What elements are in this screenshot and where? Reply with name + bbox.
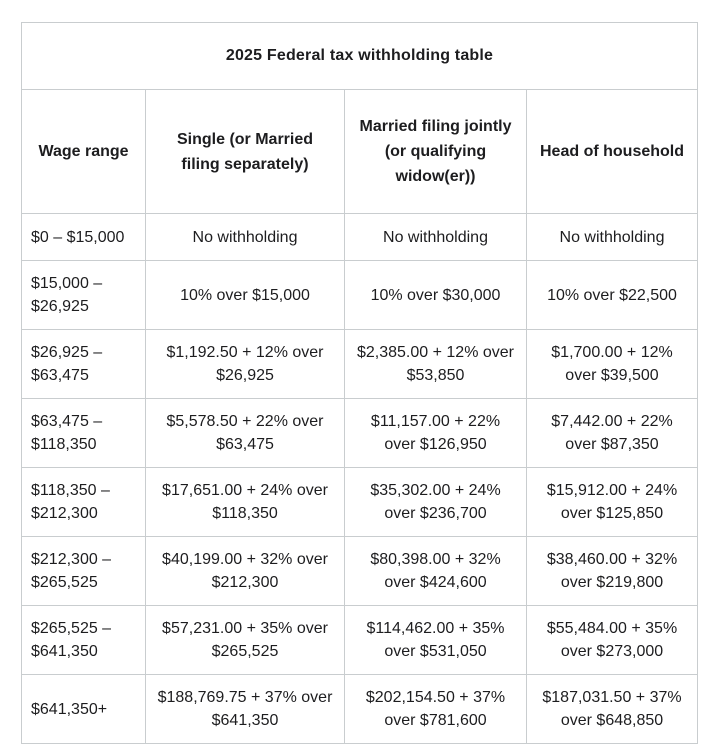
withholding-cell-head-of-household: $1,700.00 + 12% over $39,500 (526, 329, 698, 399)
withholding-cell-married-jointly: 10% over $30,000 (344, 260, 527, 330)
withholding-cell-married-jointly: $35,302.00 + 24% over $236,700 (344, 467, 527, 537)
table-row: $63,475 – $118,350 $5,578.50 + 22% over … (21, 398, 698, 468)
withholding-cell-single: 10% over $15,000 (145, 260, 345, 330)
withholding-cell-head-of-household: $7,442.00 + 22% over $87,350 (526, 398, 698, 468)
wage-range-cell: $15,000 – $26,925 (21, 260, 146, 330)
wage-range-cell: $0 – $15,000 (21, 213, 146, 261)
table-row: $265,525 – $641,350 $57,231.00 + 35% ove… (21, 605, 698, 675)
withholding-cell-married-jointly: $80,398.00 + 32% over $424,600 (344, 536, 527, 606)
table-row: $641,350+ $188,769.75 + 37% over $641,35… (21, 674, 698, 744)
wage-range-cell: $265,525 – $641,350 (21, 605, 146, 675)
header-row: Wage range Single (or Married filing sep… (21, 89, 698, 214)
withholding-cell-married-jointly: $2,385.00 + 12% over $53,850 (344, 329, 527, 399)
withholding-cell-single: $5,578.50 + 22% over $63,475 (145, 398, 345, 468)
table-row: $0 – $15,000 No withholding No withholdi… (21, 213, 698, 261)
withholding-cell-head-of-household: $15,912.00 + 24% over $125,850 (526, 467, 698, 537)
wage-range-cell: $63,475 – $118,350 (21, 398, 146, 468)
withholding-cell-single: $1,192.50 + 12% over $26,925 (145, 329, 345, 399)
table-row: $26,925 – $63,475 $1,192.50 + 12% over $… (21, 329, 698, 399)
column-header-single: Single (or Married filing separately) (145, 89, 345, 214)
withholding-cell-head-of-household: No withholding (526, 213, 698, 261)
withholding-cell-single: $40,199.00 + 32% over $212,300 (145, 536, 345, 606)
wage-range-cell: $26,925 – $63,475 (21, 329, 146, 399)
withholding-cell-single: $57,231.00 + 35% over $265,525 (145, 605, 345, 675)
wage-range-cell: $212,300 – $265,525 (21, 536, 146, 606)
withholding-cell-married-jointly: $114,462.00 + 35% over $531,050 (344, 605, 527, 675)
withholding-cell-married-jointly: $202,154.50 + 37% over $781,600 (344, 674, 527, 744)
withholding-cell-married-jointly: No withholding (344, 213, 527, 261)
wage-range-cell: $641,350+ (21, 674, 146, 744)
withholding-cell-married-jointly: $11,157.00 + 22% over $126,950 (344, 398, 527, 468)
withholding-cell-single: $17,651.00 + 24% over $118,350 (145, 467, 345, 537)
wage-range-cell: $118,350 – $212,300 (21, 467, 146, 537)
withholding-cell-head-of-household: $55,484.00 + 35% over $273,000 (526, 605, 698, 675)
withholding-cell-head-of-household: $38,460.00 + 32% over $219,800 (526, 536, 698, 606)
column-header-head-of-household: Head of household (526, 89, 698, 214)
table-row: $15,000 – $26,925 10% over $15,000 10% o… (21, 260, 698, 330)
table-title: 2025 Federal tax withholding table (21, 22, 698, 90)
tax-withholding-table: 2025 Federal tax withholding table Wage … (21, 22, 698, 744)
title-row: 2025 Federal tax withholding table (21, 22, 698, 90)
withholding-cell-head-of-household: 10% over $22,500 (526, 260, 698, 330)
withholding-cell-single: $188,769.75 + 37% over $641,350 (145, 674, 345, 744)
column-header-married-jointly: Married filing jointly (or qualifying wi… (344, 89, 527, 214)
column-header-wage-range: Wage range (21, 89, 146, 214)
table-row: $212,300 – $265,525 $40,199.00 + 32% ove… (21, 536, 698, 606)
withholding-cell-single: No withholding (145, 213, 345, 261)
table-row: $118,350 – $212,300 $17,651.00 + 24% ove… (21, 467, 698, 537)
withholding-cell-head-of-household: $187,031.50 + 37% over $648,850 (526, 674, 698, 744)
